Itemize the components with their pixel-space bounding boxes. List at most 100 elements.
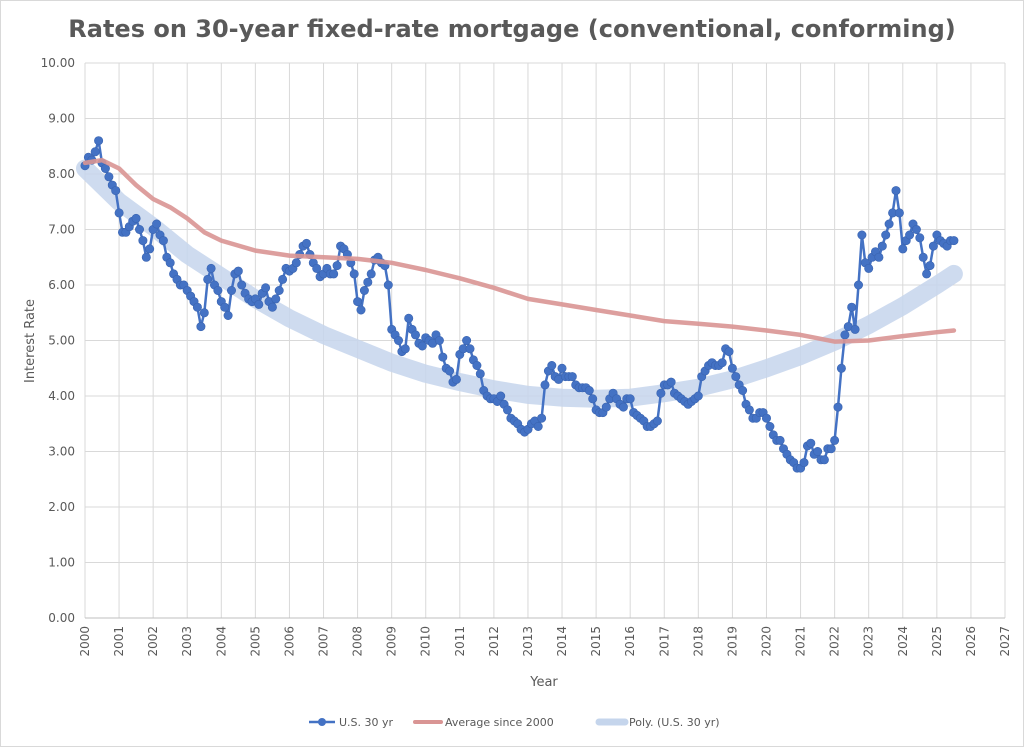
data-point: [918, 252, 928, 262]
x-tick-label: 2026: [964, 626, 978, 657]
legend-item: U.S. 30 yr: [309, 716, 394, 729]
y-tick-label: 2.00: [48, 500, 75, 514]
data-point: [540, 380, 550, 390]
x-tick-label: 2024: [896, 626, 910, 657]
x-tick-label: 2008: [351, 626, 365, 657]
data-point: [799, 458, 809, 468]
data-point: [601, 402, 611, 412]
data-point: [349, 269, 359, 279]
x-tick-label: 2016: [623, 626, 637, 657]
legend: U.S. 30 yr Average since 2000 Poly. (U.S. …: [309, 716, 720, 729]
x-tick-label: 2001: [112, 626, 126, 657]
x-tick-label: 2011: [453, 626, 467, 657]
data-point: [874, 252, 884, 262]
data-point: [267, 302, 277, 312]
y-tick-label: 6.00: [48, 278, 75, 292]
data-point: [220, 302, 230, 312]
x-tick-label: 2021: [794, 626, 808, 657]
data-point: [533, 421, 543, 431]
data-point: [462, 335, 472, 345]
data-point: [727, 363, 737, 373]
data-point: [898, 244, 908, 254]
legend-item: Poly. (U.S. 30 yr): [595, 716, 720, 729]
data-point: [332, 261, 342, 271]
data-point: [410, 330, 420, 340]
data-point: [475, 369, 485, 379]
series-layer: [76, 136, 963, 473]
data-point: [90, 147, 100, 157]
data-point: [496, 391, 506, 401]
x-tick-label: 2009: [385, 626, 399, 657]
legend-label: Poly. (U.S. 30 yr): [629, 716, 720, 729]
y-tick-label: 10.00: [41, 56, 75, 70]
data-point: [588, 394, 598, 404]
data-point: [731, 372, 741, 382]
data-point: [853, 280, 863, 290]
legend-swatch-marker: [318, 718, 326, 726]
y-tick-label: 8.00: [48, 167, 75, 181]
data-point: [94, 136, 104, 146]
data-point: [881, 230, 891, 240]
y-tick-label: 4.00: [48, 389, 75, 403]
data-point: [312, 263, 322, 273]
data-point: [744, 405, 754, 415]
data-point: [584, 385, 594, 395]
data-point: [911, 225, 921, 235]
data-point: [451, 374, 461, 384]
data-point: [928, 241, 938, 251]
data-point: [922, 269, 932, 279]
data-point: [877, 241, 887, 251]
data-point: [775, 435, 785, 445]
data-point: [237, 280, 247, 290]
data-point: [857, 230, 867, 240]
legend-label: Average since 2000: [445, 716, 554, 729]
data-point: [233, 266, 243, 276]
series-us-30yr-line: [83, 139, 954, 470]
data-point: [438, 352, 448, 362]
x-tick-label: 2010: [419, 626, 433, 657]
x-tick-label: 2015: [589, 626, 603, 657]
data-point: [891, 186, 901, 196]
x-tick-label: 2004: [214, 626, 228, 657]
data-point: [356, 305, 366, 315]
data-point: [111, 186, 121, 196]
data-point: [884, 219, 894, 229]
data-point: [196, 322, 206, 332]
y-axis-title: Interest Rate: [23, 299, 38, 383]
data-point: [833, 402, 843, 412]
data-point: [836, 363, 846, 373]
data-point: [329, 269, 339, 279]
legend-item: Average since 2000: [413, 716, 554, 729]
data-point: [301, 238, 311, 248]
data-point: [717, 358, 727, 368]
y-tick-label: 1.00: [48, 556, 75, 570]
y-tick-label: 0.00: [48, 611, 75, 625]
data-point: [417, 341, 427, 351]
data-point: [141, 252, 151, 262]
data-point: [666, 377, 676, 387]
average-series-line: [82, 157, 957, 344]
data-point: [261, 283, 271, 293]
x-tick-label: 2022: [828, 626, 842, 657]
chart-title: Rates on 30-year fixed-rate mortgage (co…: [68, 15, 956, 43]
data-point: [656, 388, 666, 398]
data-point: [223, 310, 233, 320]
data-point: [104, 172, 114, 182]
data-point: [114, 208, 124, 218]
x-tick-label: 2018: [691, 626, 705, 657]
data-point: [100, 164, 110, 174]
data-point: [158, 236, 168, 246]
data-point: [138, 236, 148, 246]
x-tick-label: 2013: [521, 626, 535, 657]
data-point: [291, 258, 301, 268]
data-point: [145, 244, 155, 254]
y-tick-label: 7.00: [48, 223, 75, 237]
data-point: [152, 219, 162, 229]
x-tick-label: 2003: [180, 626, 194, 657]
data-point: [366, 269, 376, 279]
data-point: [502, 405, 512, 415]
data-point: [765, 421, 775, 431]
data-point: [915, 233, 925, 243]
data-point: [864, 263, 874, 273]
data-point: [393, 335, 403, 345]
